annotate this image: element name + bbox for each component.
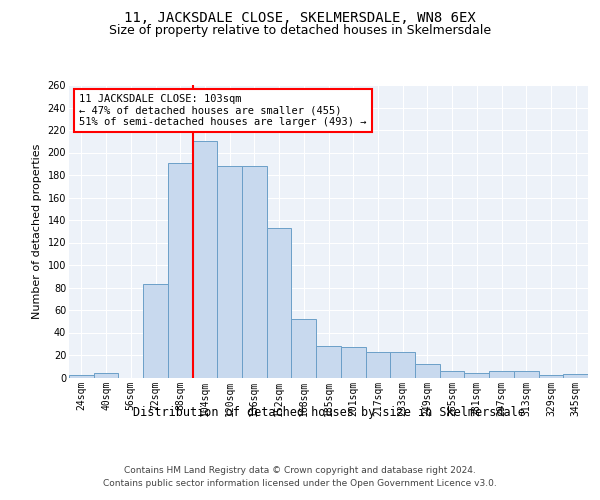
- Bar: [365, 352, 390, 378]
- Text: 11 JACKSDALE CLOSE: 103sqm
← 47% of detached houses are smaller (455)
51% of sem: 11 JACKSDALE CLOSE: 103sqm ← 47% of deta…: [79, 94, 367, 127]
- Text: Size of property relative to detached houses in Skelmersdale: Size of property relative to detached ho…: [109, 24, 491, 37]
- Bar: [440, 371, 464, 378]
- Bar: [390, 352, 415, 378]
- Bar: [415, 364, 440, 378]
- Text: 11, JACKSDALE CLOSE, SKELMERSDALE, WN8 6EX: 11, JACKSDALE CLOSE, SKELMERSDALE, WN8 6…: [124, 11, 476, 25]
- Y-axis label: Number of detached properties: Number of detached properties: [32, 144, 42, 319]
- Text: Distribution of detached houses by size in Skelmersdale: Distribution of detached houses by size …: [133, 406, 525, 419]
- Bar: [69, 375, 94, 378]
- Bar: [143, 284, 168, 378]
- Bar: [168, 162, 193, 378]
- Bar: [94, 373, 118, 378]
- Bar: [464, 373, 489, 378]
- Bar: [341, 347, 365, 378]
- Bar: [563, 374, 588, 378]
- Bar: [514, 371, 539, 378]
- Bar: [292, 319, 316, 378]
- Bar: [193, 141, 217, 378]
- Bar: [316, 346, 341, 378]
- Text: Contains HM Land Registry data © Crown copyright and database right 2024.: Contains HM Land Registry data © Crown c…: [124, 466, 476, 475]
- Bar: [539, 375, 563, 378]
- Text: Contains public sector information licensed under the Open Government Licence v3: Contains public sector information licen…: [103, 479, 497, 488]
- Bar: [267, 228, 292, 378]
- Bar: [489, 371, 514, 378]
- Bar: [242, 166, 267, 378]
- Bar: [217, 166, 242, 378]
